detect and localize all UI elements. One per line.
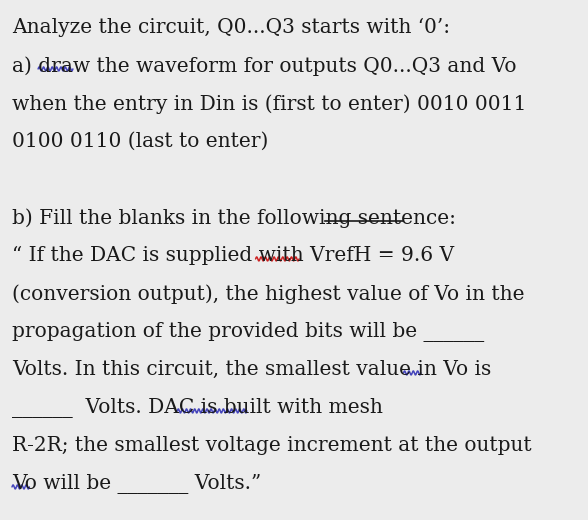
Text: propagation of the provided bits will be ______: propagation of the provided bits will be… xyxy=(12,322,485,342)
Text: R-2R; the smallest voltage increment at the output: R-2R; the smallest voltage increment at … xyxy=(12,436,532,455)
Text: 0100 0110 (last to enter): 0100 0110 (last to enter) xyxy=(12,132,268,151)
Text: when the entry in Din is (first to enter) 0010 0011: when the entry in Din is (first to enter… xyxy=(12,94,526,114)
Text: (conversion output), the highest value of Vo in the: (conversion output), the highest value o… xyxy=(12,284,524,304)
Text: ______  Volts. DAC is built with mesh: ______ Volts. DAC is built with mesh xyxy=(12,398,383,418)
Text: Analyze the circuit, Q0...Q3 starts with ‘0’:: Analyze the circuit, Q0...Q3 starts with… xyxy=(12,18,450,37)
Text: b) Fill the blanks in the following sentence:: b) Fill the blanks in the following sent… xyxy=(12,208,456,228)
Text: a) draw the waveform for outputs Q0...Q3 and Vo: a) draw the waveform for outputs Q0...Q3… xyxy=(12,56,516,75)
Text: “ If the DAC is supplied with VrefH = 9.6 V: “ If the DAC is supplied with VrefH = 9.… xyxy=(12,246,454,265)
Text: Vo will be _______ Volts.”: Vo will be _______ Volts.” xyxy=(12,474,261,494)
Text: Volts. In this circuit, the smallest value in Vo is: Volts. In this circuit, the smallest val… xyxy=(12,360,491,379)
